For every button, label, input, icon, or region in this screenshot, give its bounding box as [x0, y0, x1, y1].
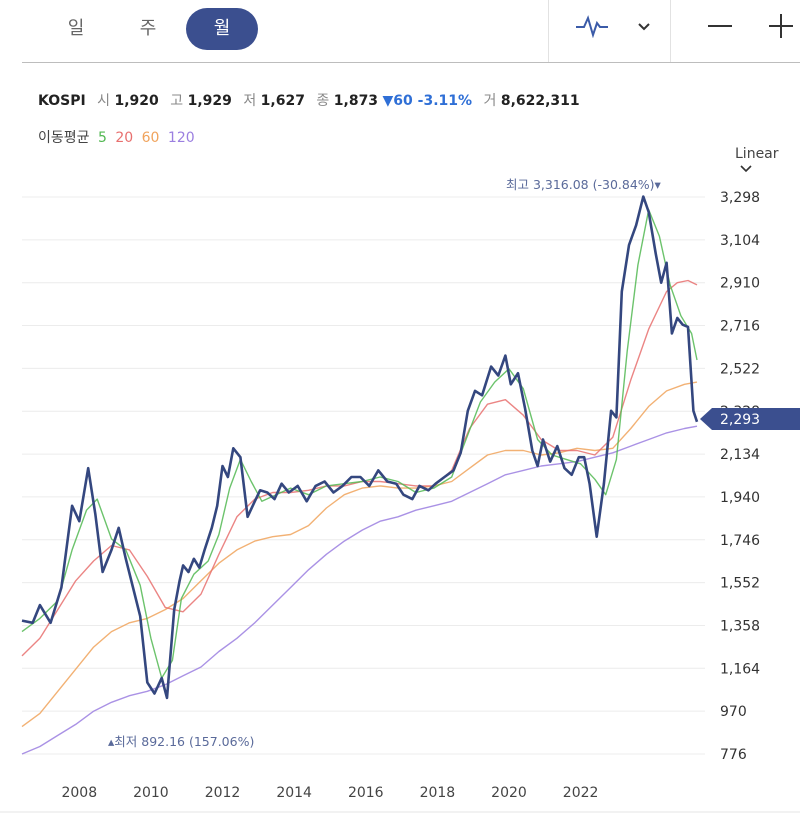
current-value-tag: [700, 407, 800, 430]
y-tick-label: 1,746: [720, 533, 760, 549]
y-tick-label: 3,104: [720, 233, 760, 249]
low-label: 저: [243, 93, 257, 109]
close-value: 1,873: [333, 93, 379, 109]
kospi-price-line: [21, 195, 699, 700]
chevron-down-icon[interactable]: [636, 18, 652, 37]
moving-average-legend: 이동평균 5 20 60 120: [38, 127, 199, 147]
ma-5[interactable]: 5: [97, 130, 107, 146]
ma-20-line: [21, 279, 698, 657]
quote-summary: KOSPI 시 1,920 고 1,929 저 1,627 종 1,873 ▼6…: [38, 90, 580, 110]
x-tick-label: 2010: [133, 785, 169, 801]
y-tick-label: 970: [720, 704, 747, 720]
y-tick-label: 1,552: [720, 576, 760, 592]
x-tick-label: 2008: [61, 785, 97, 801]
tab-daily[interactable]: 일: [67, 18, 85, 39]
y-tick-label: 2,716: [720, 319, 760, 335]
y-tick-label: 776: [720, 747, 747, 763]
plus-icon[interactable]: [767, 12, 795, 44]
close-label: 종: [316, 93, 330, 109]
scale-label: Linear: [735, 146, 779, 162]
ma-120-line: [21, 425, 698, 755]
toolbar-divider: [548, 0, 549, 62]
y-tick-label: 1,940: [720, 490, 760, 506]
x-tick-label: 2016: [348, 785, 384, 801]
open-value: 1,920: [114, 93, 159, 109]
line-chart-icon[interactable]: [575, 14, 609, 42]
volume-value: 8,622,311: [500, 93, 580, 109]
ma-5-line: [21, 209, 698, 679]
ma-60[interactable]: 60: [141, 130, 160, 146]
change-value: ▼60 -3.11%: [382, 93, 473, 109]
tab-weekly[interactable]: 주: [139, 18, 157, 39]
minus-icon[interactable]: [705, 14, 735, 42]
ma-60-line: [21, 381, 698, 728]
chevron-down-icon: [740, 165, 752, 173]
x-tick-label: 2022: [563, 785, 599, 801]
y-tick-label: 2,910: [720, 276, 760, 292]
ma-label: 이동평균: [38, 130, 90, 146]
x-tick-label: 2020: [491, 785, 527, 801]
high-label: 고: [170, 93, 184, 109]
toolbar-border: [22, 62, 800, 63]
y-tick-label: 3,298: [720, 190, 760, 206]
max-annotation: 최고 3,316.08 (-30.84%)▾: [506, 177, 662, 192]
x-tick-label: 2012: [205, 785, 241, 801]
min-annotation: ▴최저 892.16 (157.06%): [108, 734, 254, 749]
y-tick-label: 1,164: [720, 661, 760, 677]
high-value: 1,929: [187, 93, 232, 109]
low-value: 1,627: [260, 93, 305, 109]
ma-20[interactable]: 20: [115, 130, 134, 146]
ma-120[interactable]: 120: [167, 130, 195, 146]
tab-monthly[interactable]: 월: [186, 8, 258, 50]
x-tick-label: 2014: [276, 785, 312, 801]
index-name: KOSPI: [38, 93, 86, 109]
current-value-label: 2,293: [720, 412, 760, 428]
toolbar-divider: [670, 0, 671, 62]
scale-selector[interactable]: Linear: [735, 146, 800, 178]
y-tick-label: 2,522: [720, 361, 760, 377]
y-tick-label: 2,134: [720, 447, 760, 463]
volume-label: 거: [483, 93, 497, 109]
top-toolbar: 일 주 월: [0, 0, 800, 62]
y-tick-label: 1,358: [720, 618, 760, 634]
x-tick-label: 2018: [420, 785, 456, 801]
open-label: 시: [97, 93, 111, 109]
